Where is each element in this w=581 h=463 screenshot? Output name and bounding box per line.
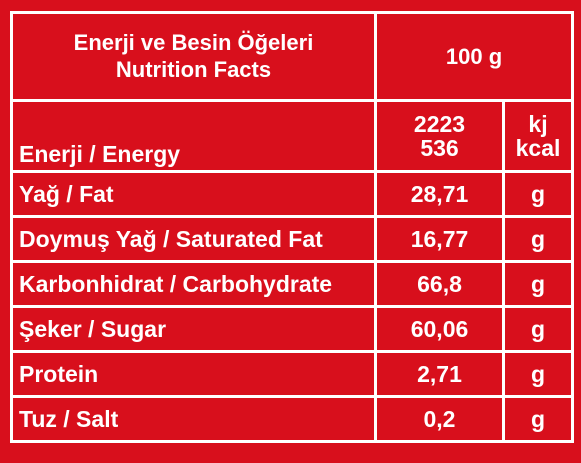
energy-kcal-value: 536 bbox=[420, 135, 459, 161]
saturated-fat-unit: g bbox=[501, 215, 575, 263]
salt-unit: g bbox=[501, 395, 575, 443]
nutrition-facts-table: Enerji ve Besin Öğeleri Nutrition Facts … bbox=[10, 11, 575, 443]
energy-values: 2223 536 bbox=[374, 99, 505, 173]
sugar-unit: g bbox=[501, 305, 575, 353]
energy-kj-unit: kj bbox=[528, 110, 548, 137]
energy-units: kj kcal bbox=[501, 99, 575, 173]
energy-kj-value: 2223 bbox=[413, 110, 466, 137]
protein-unit: g bbox=[501, 350, 575, 398]
table-row: Yağ / Fat 28,71 g bbox=[10, 170, 575, 218]
carbohydrate-label: Karbonhidrat / Carbohydrate bbox=[10, 260, 377, 308]
protein-label: Protein bbox=[10, 350, 377, 398]
protein-value: 2,71 bbox=[374, 350, 505, 398]
sugar-label: Şeker / Sugar bbox=[10, 305, 377, 353]
table-header-row: Enerji ve Besin Öğeleri Nutrition Facts … bbox=[10, 11, 575, 102]
sugar-value: 60,06 bbox=[374, 305, 505, 353]
table-row: Karbonhidrat / Carbohydrate 66,8 g bbox=[10, 260, 575, 308]
table-row: Protein 2,71 g bbox=[10, 350, 575, 398]
salt-value: 0,2 bbox=[374, 395, 505, 443]
energy-row: Enerji / Energy 2223 536 kj kcal bbox=[10, 99, 575, 173]
title-turkish: Enerji ve Besin Öğeleri bbox=[73, 30, 314, 56]
saturated-fat-label: Doymuş Yağ / Saturated Fat bbox=[10, 215, 377, 263]
energy-label: Enerji / Energy bbox=[10, 99, 377, 173]
table-title: Enerji ve Besin Öğeleri Nutrition Facts bbox=[10, 11, 377, 102]
title-english: Nutrition Facts bbox=[115, 56, 272, 82]
fat-label: Yağ / Fat bbox=[10, 170, 377, 218]
carbohydrate-value: 66,8 bbox=[374, 260, 505, 308]
serving-amount: 100 g bbox=[373, 11, 575, 102]
saturated-fat-value: 16,77 bbox=[374, 215, 505, 263]
table-row: Doymuş Yağ / Saturated Fat 16,77 g bbox=[10, 215, 575, 263]
energy-kcal-unit: kcal bbox=[515, 135, 561, 161]
fat-unit: g bbox=[501, 170, 575, 218]
carbohydrate-unit: g bbox=[501, 260, 575, 308]
salt-label: Tuz / Salt bbox=[10, 395, 377, 443]
fat-value: 28,71 bbox=[374, 170, 505, 218]
table-row: Tuz / Salt 0,2 g bbox=[10, 395, 575, 443]
table-row: Şeker / Sugar 60,06 g bbox=[10, 305, 575, 353]
